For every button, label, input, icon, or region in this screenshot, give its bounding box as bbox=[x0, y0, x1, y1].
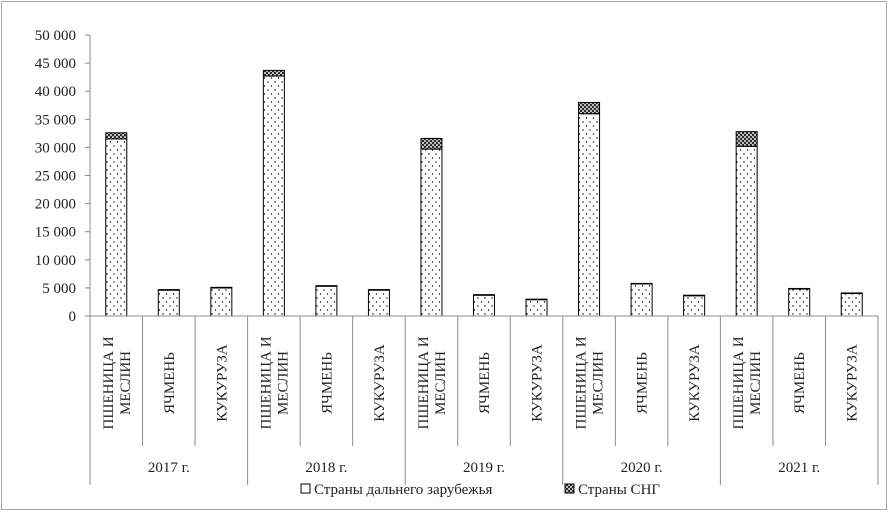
y-tick-label: 35 000 bbox=[35, 112, 76, 128]
bar-cis bbox=[262, 69, 285, 77]
x-category-label: ПШЕНИЦА И bbox=[416, 336, 432, 429]
bar-cis bbox=[525, 298, 548, 301]
bar-far-abroad bbox=[840, 293, 863, 317]
x-category-label: МЕСЛИН bbox=[118, 351, 134, 415]
x-category-label: ЯЧМЕНЬ bbox=[635, 352, 651, 414]
x-category-label: КУКУРУЗА bbox=[372, 344, 388, 422]
bar-cis bbox=[473, 294, 495, 296]
bar-far-abroad bbox=[420, 148, 443, 317]
bar-far-abroad bbox=[105, 138, 128, 317]
x-category-label: КУКУРУЗА bbox=[687, 344, 703, 422]
bar-cis bbox=[683, 294, 706, 297]
y-tick-label: 25 000 bbox=[35, 169, 76, 185]
legend-label-cis: Страны СНГ bbox=[578, 482, 660, 498]
y-tick-label: 20 000 bbox=[35, 197, 76, 213]
bar-cis bbox=[157, 289, 180, 291]
legend-label-far-abroad: Страны дальнего зарубежья bbox=[314, 482, 493, 498]
x-group-label: 2018 г. bbox=[305, 460, 347, 476]
bar-far-abroad bbox=[630, 283, 653, 317]
bar-cis bbox=[315, 285, 338, 287]
x-category-label: МЕСЛИН bbox=[433, 351, 449, 415]
x-category-label: ЯЧМЕНЬ bbox=[319, 352, 335, 414]
x-group-label: 2019 г. bbox=[463, 460, 505, 476]
bar-far-abroad bbox=[157, 289, 180, 317]
bar-far-abroad bbox=[210, 287, 233, 317]
bar-far-abroad bbox=[262, 75, 285, 317]
x-category-label: КУКУРУЗА bbox=[845, 344, 861, 422]
x-category-label: ПШЕНИЦА И bbox=[101, 336, 117, 429]
bar-far-abroad bbox=[735, 145, 758, 317]
bar-cis bbox=[420, 137, 443, 150]
bar-cis bbox=[578, 101, 601, 115]
x-category-label: ПШЕНИЦА И bbox=[731, 336, 747, 429]
y-tick-label: 45 000 bbox=[35, 56, 76, 72]
y-tick-label: 15 000 bbox=[35, 225, 76, 241]
y-tick-label: 5 000 bbox=[42, 281, 76, 297]
legend-swatch-far-abroad bbox=[300, 483, 311, 494]
legend: Страны дальнего зарубежья Страны СНГ bbox=[300, 482, 660, 498]
bar-cis bbox=[105, 132, 128, 140]
x-category-label: КУКУРУЗА bbox=[214, 344, 230, 422]
x-category-label: КУКУРУЗА bbox=[530, 344, 546, 422]
bar-far-abroad bbox=[578, 113, 601, 317]
x-category-label: ПШЕНИЦА И bbox=[574, 336, 590, 429]
x-category-label: ЯЧМЕНЬ bbox=[477, 352, 493, 414]
bar-far-abroad bbox=[473, 294, 495, 317]
y-tick-label: 40 000 bbox=[35, 84, 76, 100]
x-category-label: МЕСЛИН bbox=[748, 351, 764, 415]
x-category-label: ПШЕНИЦА И bbox=[258, 336, 274, 429]
bar-far-abroad bbox=[788, 288, 811, 317]
bar-cis bbox=[630, 282, 653, 285]
x-group-label: 2021 г. bbox=[778, 460, 820, 476]
x-category-label: ЯЧМЕНЬ bbox=[162, 352, 178, 414]
y-tick-label: 10 000 bbox=[35, 253, 76, 269]
x-group-label: 2020 г. bbox=[621, 460, 663, 476]
y-tick-label: 50 000 bbox=[35, 28, 76, 44]
bar-cis bbox=[210, 286, 233, 289]
x-group-label: 2017 г. bbox=[148, 460, 190, 476]
x-axis: ПШЕНИЦА И МЕСЛИН ЯЧМЕНЬ КУКУРУЗА ПШЕНИЦА И МЕ… bbox=[89, 315, 879, 485]
bar-cis bbox=[840, 292, 863, 295]
x-category-label: ЯЧМЕНЬ bbox=[792, 352, 808, 414]
x-category-label: МЕСЛИН bbox=[591, 351, 607, 415]
bar-far-abroad bbox=[525, 299, 548, 317]
bar-far-abroad bbox=[683, 295, 706, 317]
bar-cis bbox=[367, 289, 390, 291]
y-tick-label: 30 000 bbox=[35, 140, 76, 156]
bars bbox=[105, 69, 863, 317]
bar-far-abroad bbox=[315, 285, 338, 317]
x-category-label: МЕСЛИН bbox=[275, 351, 291, 415]
legend-swatch-cis bbox=[564, 483, 575, 494]
bar-far-abroad bbox=[367, 289, 390, 317]
y-tick-label: 0 bbox=[69, 309, 77, 325]
bar-cis bbox=[735, 131, 758, 147]
y-axis: 0 5 000 10 000 15 000 20 000 25 000 30 000 35 0… bbox=[35, 28, 91, 325]
bar-cis bbox=[788, 287, 811, 290]
